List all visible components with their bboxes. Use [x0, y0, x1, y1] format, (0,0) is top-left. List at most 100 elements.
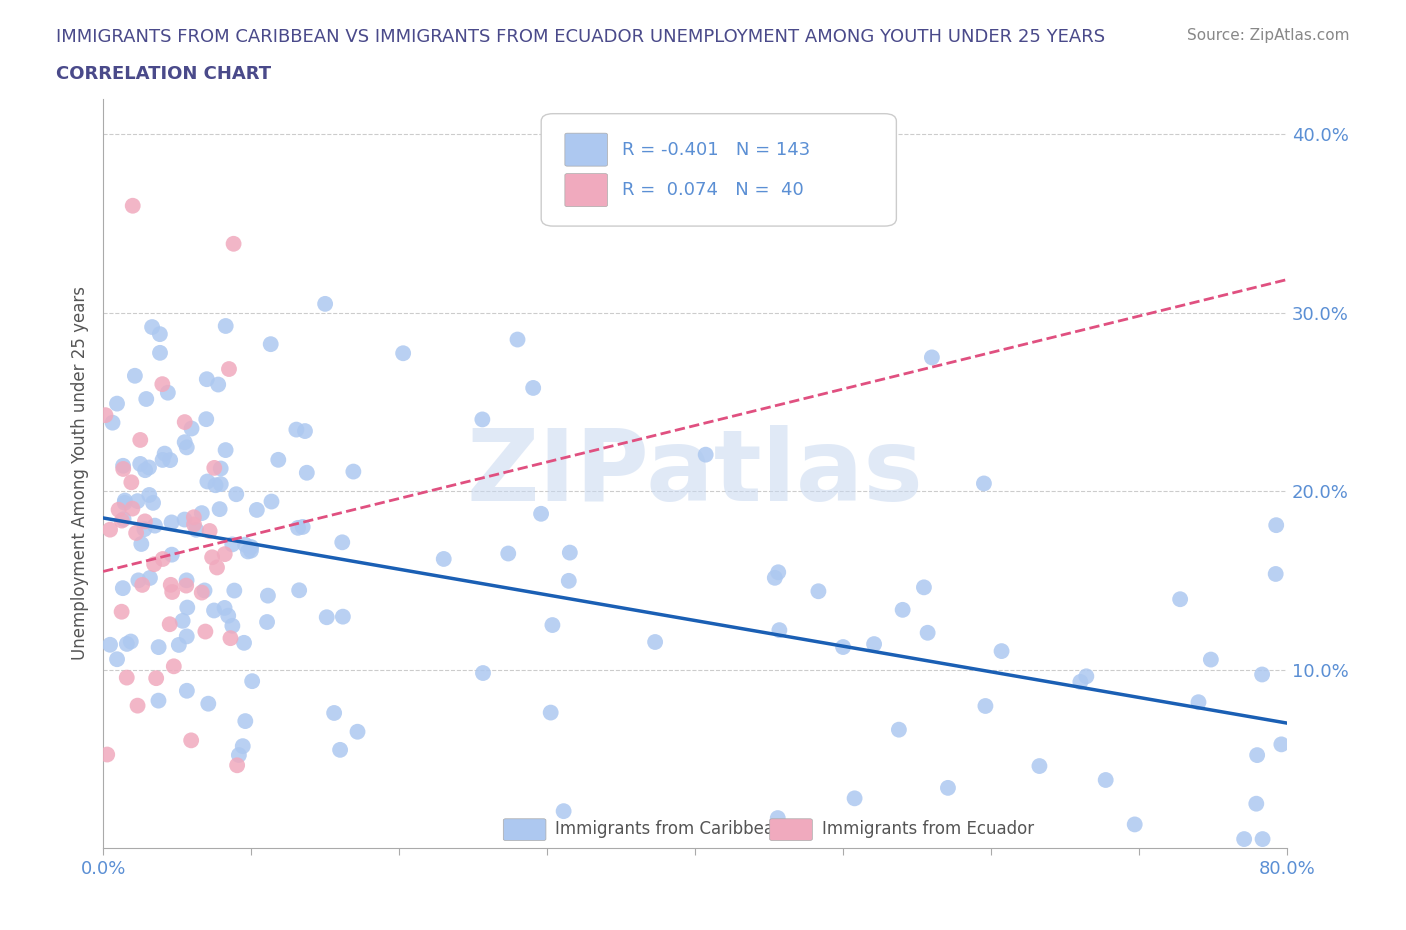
- Point: [143, 557, 166, 572]
- Point: [219, 631, 242, 645]
- Point: [156, 385, 179, 400]
- Point: [149, 345, 172, 360]
- Point: [193, 583, 215, 598]
- Point: [256, 615, 278, 630]
- Point: [127, 573, 149, 588]
- Point: [121, 501, 143, 516]
- Point: [695, 447, 717, 462]
- Point: [159, 453, 181, 468]
- Point: [921, 350, 943, 365]
- Point: [1168, 591, 1191, 606]
- Point: [1246, 796, 1268, 811]
- Point: [191, 506, 214, 521]
- Point: [207, 377, 229, 392]
- Point: [209, 477, 232, 492]
- Point: [891, 603, 914, 618]
- Point: [936, 780, 959, 795]
- Point: [111, 580, 134, 595]
- Point: [226, 758, 249, 773]
- FancyBboxPatch shape: [503, 818, 546, 841]
- Point: [208, 501, 231, 516]
- Point: [173, 512, 195, 527]
- Point: [214, 443, 236, 458]
- FancyBboxPatch shape: [769, 818, 813, 841]
- Point: [115, 636, 138, 651]
- Point: [232, 738, 254, 753]
- Point: [131, 578, 153, 592]
- Point: [1187, 695, 1209, 710]
- Point: [472, 666, 495, 681]
- Point: [174, 578, 197, 593]
- Text: Source: ZipAtlas.com: Source: ZipAtlas.com: [1187, 28, 1350, 43]
- Point: [149, 326, 172, 341]
- Point: [1265, 518, 1288, 533]
- Point: [176, 629, 198, 644]
- Point: [1246, 748, 1268, 763]
- Point: [160, 585, 183, 600]
- Point: [233, 713, 256, 728]
- Point: [111, 513, 134, 528]
- Point: [145, 671, 167, 685]
- Point: [990, 644, 1012, 658]
- Point: [887, 723, 910, 737]
- Point: [295, 465, 318, 480]
- Point: [202, 603, 225, 618]
- Point: [172, 614, 194, 629]
- Point: [330, 535, 353, 550]
- Point: [558, 545, 581, 560]
- Point: [863, 637, 886, 652]
- Point: [1028, 759, 1050, 774]
- Point: [1251, 667, 1274, 682]
- Point: [180, 421, 202, 436]
- Point: [553, 804, 575, 818]
- Point: [205, 560, 228, 575]
- Point: [1123, 817, 1146, 831]
- Point: [190, 585, 212, 600]
- Point: [1264, 566, 1286, 581]
- Point: [342, 464, 364, 479]
- Point: [1076, 669, 1098, 684]
- Point: [530, 506, 553, 521]
- FancyBboxPatch shape: [541, 113, 897, 226]
- Point: [176, 440, 198, 455]
- Point: [260, 494, 283, 509]
- Point: [160, 515, 183, 530]
- Point: [176, 573, 198, 588]
- Point: [96, 747, 118, 762]
- Point: [197, 697, 219, 711]
- Point: [114, 493, 136, 508]
- Point: [115, 671, 138, 685]
- Point: [194, 624, 217, 639]
- Point: [974, 698, 997, 713]
- Text: CORRELATION CHART: CORRELATION CHART: [56, 65, 271, 83]
- Point: [332, 609, 354, 624]
- Point: [285, 422, 308, 437]
- Point: [1069, 674, 1091, 689]
- Point: [644, 634, 666, 649]
- Point: [768, 623, 790, 638]
- Point: [221, 537, 243, 551]
- Point: [150, 377, 173, 392]
- Point: [329, 742, 352, 757]
- Point: [131, 537, 153, 551]
- Point: [98, 637, 121, 652]
- Point: [167, 637, 190, 652]
- Point: [160, 547, 183, 562]
- Point: [832, 640, 855, 655]
- Point: [844, 790, 866, 805]
- FancyBboxPatch shape: [565, 133, 607, 166]
- Point: [127, 698, 149, 713]
- Point: [288, 583, 311, 598]
- Point: [768, 565, 790, 579]
- Text: Immigrants from Ecuador: Immigrants from Ecuador: [821, 820, 1033, 838]
- Point: [1199, 652, 1222, 667]
- Point: [433, 551, 456, 566]
- Point: [101, 415, 124, 430]
- Point: [204, 478, 226, 493]
- Point: [217, 608, 239, 623]
- Point: [138, 460, 160, 475]
- Point: [176, 684, 198, 698]
- Point: [917, 625, 939, 640]
- Point: [1270, 737, 1292, 751]
- Point: [129, 432, 152, 447]
